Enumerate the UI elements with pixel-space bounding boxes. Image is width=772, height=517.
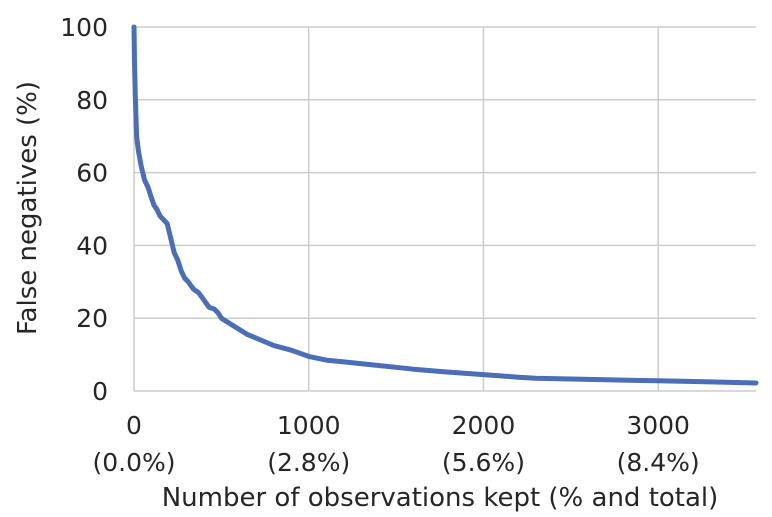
x-tick-sublabel: (8.4%) [617, 448, 700, 477]
x-tick-sublabel: (0.0%) [92, 448, 175, 477]
x-tick-sublabel: (2.8%) [267, 448, 350, 477]
x-tick-labels: 0 (0.0%) 1000 (2.8%) 2000 (5.6%) 3000 (8.4%) [92, 411, 699, 477]
x-tick-label: 3000 [626, 411, 690, 440]
y-tick-label: 40 [76, 231, 108, 260]
y-tick-label: 0 [92, 377, 108, 406]
y-tick-labels: 0 20 40 60 80 100 [60, 13, 108, 406]
y-axis-label: False negatives (%) [13, 81, 43, 335]
y-tick-label: 80 [76, 86, 108, 115]
y-tick-label: 20 [76, 304, 108, 333]
x-tick-sublabel: (5.6%) [442, 448, 525, 477]
x-tick-label: 0 [126, 411, 142, 440]
vertical-gridlines [133, 27, 659, 391]
y-tick-label: 60 [76, 159, 108, 188]
x-axis-label: Number of observations kept (% and total… [162, 483, 719, 513]
y-tick-label: 100 [60, 13, 108, 42]
series-line [131, 24, 759, 386]
series-layer [131, 24, 759, 386]
x-tick-label: 2000 [452, 411, 516, 440]
horizontal-gridlines [134, 26, 756, 392]
x-tick-label: 1000 [277, 411, 341, 440]
